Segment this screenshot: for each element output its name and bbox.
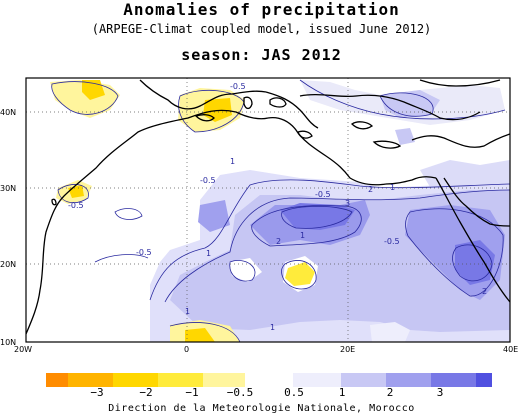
colorbar-label: 1 <box>339 386 346 399</box>
colorbar-swatch <box>203 373 245 387</box>
colorbar-swatch <box>293 373 341 387</box>
lon-tick-label: 40E <box>503 345 518 354</box>
lat-tick-label: 10N <box>0 338 16 347</box>
map-subtitle: (ARPEGE-Climat coupled model, issued Jun… <box>91 22 432 36</box>
contour-label: 2 <box>368 185 373 194</box>
contour-label: 1 <box>270 323 275 332</box>
lon-tick-label: 20E <box>340 345 355 354</box>
colorbar-swatch <box>476 373 492 387</box>
colorbar-label: 3 <box>437 386 444 399</box>
map-title: Anomalies of precipitation <box>123 0 400 19</box>
contour-label: 1 <box>300 231 305 240</box>
colorbar <box>46 373 492 387</box>
anomaly-shading <box>50 80 510 342</box>
colorbar-swatch <box>341 373 386 387</box>
colorbar-swatch <box>68 373 113 387</box>
colorbar-label: 0.5 <box>284 386 304 399</box>
contour-label: -0.5 <box>136 248 152 257</box>
season-label: season: JAS 2012 <box>181 46 342 64</box>
colorbar-swatch <box>386 373 431 387</box>
colorbar-labels: −3 −2 −1 −0.5 0.5 1 2 3 <box>90 386 443 399</box>
contour-label: 1 <box>206 249 211 258</box>
colorbar-label: −0.5 <box>227 386 254 399</box>
colorbar-swatch <box>158 373 203 387</box>
colorbar-swatch <box>46 373 68 387</box>
colorbar-gap <box>245 373 293 387</box>
contour-label: 1 <box>390 183 395 192</box>
axis-labels: 40N 30N 20N 10N 20W 0 20E 40E <box>0 108 518 354</box>
colorbar-label: 2 <box>387 386 394 399</box>
contour-label: 1 <box>230 157 235 166</box>
coastlines <box>26 79 510 335</box>
contour-label: -0.5 <box>68 201 84 210</box>
contour-label: 1 <box>185 307 190 316</box>
contour-label: -0.5 <box>200 176 216 185</box>
lon-tick-label: 20W <box>14 345 32 354</box>
colorbar-swatch <box>431 373 476 387</box>
colorbar-label: −2 <box>139 386 152 399</box>
colorbar-swatch <box>113 373 158 387</box>
anomaly-contours <box>51 79 510 342</box>
contour-label: 3 <box>345 199 350 208</box>
contour-labels: -0.5 -0.5 -0.5 -0.5 -0.5 -0.5 1 1 1 1 1 … <box>68 82 487 332</box>
contour-label: 2 <box>482 287 487 296</box>
map-frame <box>25 77 511 343</box>
colorbar-label: −1 <box>185 386 198 399</box>
colorbar-label: −3 <box>90 386 103 399</box>
contour-label: 2 <box>276 237 281 246</box>
lat-tick-label: 30N <box>0 184 16 193</box>
contour-label: -0.5 <box>384 237 400 246</box>
contour-label: -0.5 <box>315 190 331 199</box>
lat-tick-label: 40N <box>0 108 16 117</box>
lon-tick-label: 0 <box>184 345 189 354</box>
contour-label: -0.5 <box>230 82 246 91</box>
graticule <box>26 78 510 342</box>
lat-tick-label: 20N <box>0 260 16 269</box>
footer-credit: Direction de la Meteorologie Nationale, … <box>108 403 415 414</box>
